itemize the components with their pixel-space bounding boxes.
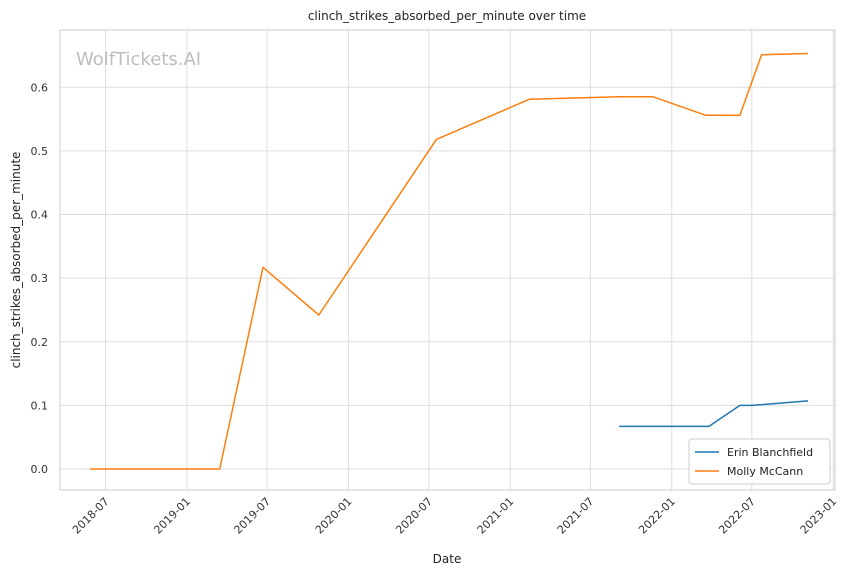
x-tick-label: 2020-01: [313, 495, 355, 537]
y-tick-label: 0.5: [31, 145, 49, 158]
x-axis-title: Date: [433, 552, 462, 566]
series-line-erin-blanchfield: [619, 400, 809, 428]
x-tick-label: 2019-07: [231, 495, 273, 537]
y-axis-title: clinch_strikes_absorbed_per_minute: [9, 152, 23, 369]
series-line-molly-mccann: [90, 52, 809, 470]
x-tick-label: 2020-07: [393, 495, 435, 537]
chart-title: clinch_strikes_absorbed_per_minute over …: [308, 9, 586, 23]
legend-label-erin: Erin Blanchfield: [727, 446, 813, 459]
plot-area: [59, 29, 836, 491]
legend-box: [688, 438, 831, 485]
legend: Erin Blanchfield Molly McCann: [688, 438, 831, 485]
y-tick-label: 0.6: [31, 81, 49, 94]
series-lines: [90, 52, 809, 470]
grid: [60, 30, 835, 490]
y-tick-label: 0.3: [31, 272, 49, 285]
y-tick-label: 0.0: [31, 463, 49, 476]
x-tick-label: 2019-01: [151, 495, 193, 537]
x-tick-label: 2021-01: [475, 495, 517, 537]
x-tick-label: 2022-01: [636, 495, 678, 537]
x-tick-label: 2018-07: [70, 495, 112, 537]
x-tick-label: 2023-01: [798, 495, 840, 537]
x-tick-label: 2021-07: [555, 495, 597, 537]
legend-label-molly: Molly McCann: [727, 465, 803, 478]
y-tick-label: 0.2: [31, 336, 49, 349]
y-tick-label: 0.1: [31, 399, 49, 412]
x-tick-label: 2022-07: [716, 495, 758, 537]
y-tick-label: 0.4: [31, 209, 49, 222]
watermark: WolfTickets.AI: [76, 49, 201, 70]
